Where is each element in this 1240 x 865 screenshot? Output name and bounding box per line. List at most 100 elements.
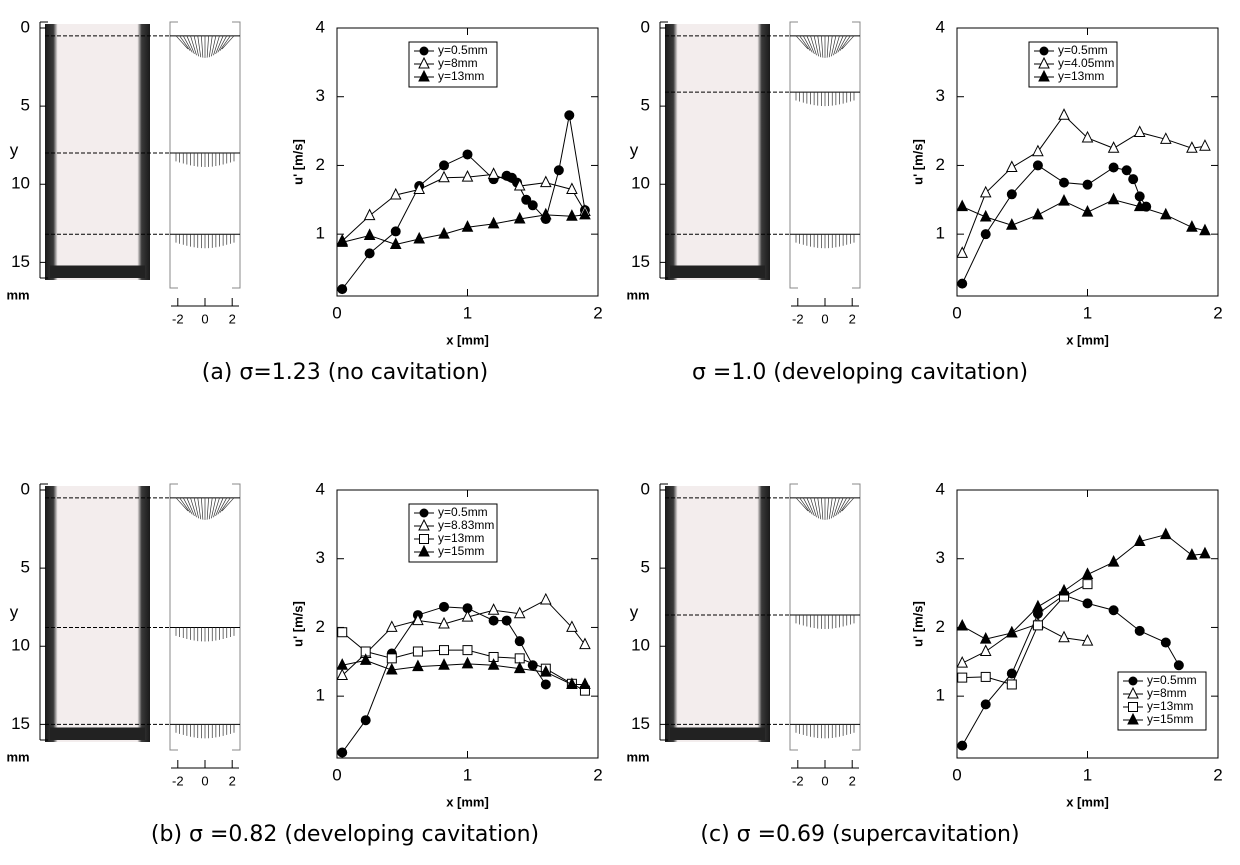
point [413,182,426,194]
point [1107,192,1120,205]
x-tick-label: 1 [463,303,472,322]
point [539,207,552,220]
point [438,658,450,670]
series-line [961,594,1180,746]
legend-marker [1038,69,1050,82]
legend-marker [418,518,430,531]
point [337,284,348,295]
legend-label: y=8mm [438,56,478,70]
point [1081,567,1094,580]
point [539,592,552,605]
caption: (b) σ =0.82 (developing cavitation) [151,822,539,847]
point [389,237,402,249]
point [1159,207,1172,220]
profile-frame [789,21,861,289]
point [363,228,376,241]
profile-frame [789,483,861,751]
point [501,615,512,626]
legend-label: y=13mm [1058,69,1104,83]
point [514,636,525,647]
point [336,668,349,681]
y-tick-label: 4 [316,479,325,498]
x-tick-label: 1 [1083,765,1092,784]
legend-marker [1127,712,1139,725]
profile-tick-label: -2 [792,773,804,788]
x-tick-label: 2 [593,765,602,784]
point [539,175,552,188]
point [956,656,969,668]
profile-tick-label: 2 [849,311,856,326]
profile-tick-label: -2 [792,311,804,326]
point [979,644,992,656]
legend-label: y=0.5mm [1147,673,1197,687]
caption: σ =1.0 (developing cavitation) [692,360,1028,385]
point [364,248,375,259]
profile-tick-label: 0 [201,773,208,788]
point [1160,637,1171,648]
point [1121,165,1132,176]
point [487,216,500,229]
point [1186,141,1198,153]
point [1134,625,1145,636]
x-tick-label: 2 [1213,303,1222,322]
point [1107,141,1120,153]
photo-tick-label: 10 [631,636,650,655]
point [1134,191,1145,202]
legend-label: y=15mm [1147,712,1193,726]
photo-y-label: y [10,602,19,621]
point [957,740,968,751]
photo-tick-label: 10 [11,174,30,193]
profile-tick-label: 0 [201,311,208,326]
point [1133,125,1146,137]
point [1032,599,1044,612]
point [1199,139,1211,151]
point [1108,162,1119,173]
point [1032,207,1044,220]
photo-y-label: y [630,602,639,621]
point [579,207,591,220]
point [360,715,371,726]
legend-label: y=4.05mm [1058,56,1114,70]
velocity-profile [175,724,235,739]
point [487,167,500,179]
caption: (c) σ =0.69 (supercavitation) [700,822,1019,847]
photo-bottom [50,265,145,278]
photo-y-label: y [10,140,19,159]
point [566,182,578,194]
profile-tick-label: -2 [172,773,184,788]
profile-tick-label: 2 [229,773,236,788]
velocity-profile [175,497,235,520]
point [1006,679,1017,690]
photo-tick-label: 15 [631,252,650,271]
point [521,194,532,205]
point [390,226,401,237]
point [979,209,992,222]
cavitation-photo [45,486,150,742]
legend-marker [419,508,429,518]
profile-tick-label: 0 [821,311,828,326]
photo-unit: mm [6,287,29,302]
point [439,160,450,171]
point [1058,630,1070,643]
photo-unit: mm [626,287,649,302]
profile-frame [169,21,241,289]
point [363,208,376,221]
y-tick-label: 2 [316,155,325,174]
point [462,149,473,160]
profile-tick-label: 2 [229,311,236,326]
y-axis-label: u' [m/s] [290,139,305,185]
point [564,110,575,121]
point [956,199,969,212]
y-tick-label: 2 [936,155,945,174]
cavitation-photo [665,24,770,280]
point [579,637,591,650]
velocity-profile [795,615,855,629]
point [461,169,474,182]
photo-tick-label: 15 [11,714,30,733]
point [461,610,474,622]
point [566,620,578,632]
point [487,603,500,615]
point [579,677,591,689]
point [513,211,526,224]
point [980,229,991,240]
